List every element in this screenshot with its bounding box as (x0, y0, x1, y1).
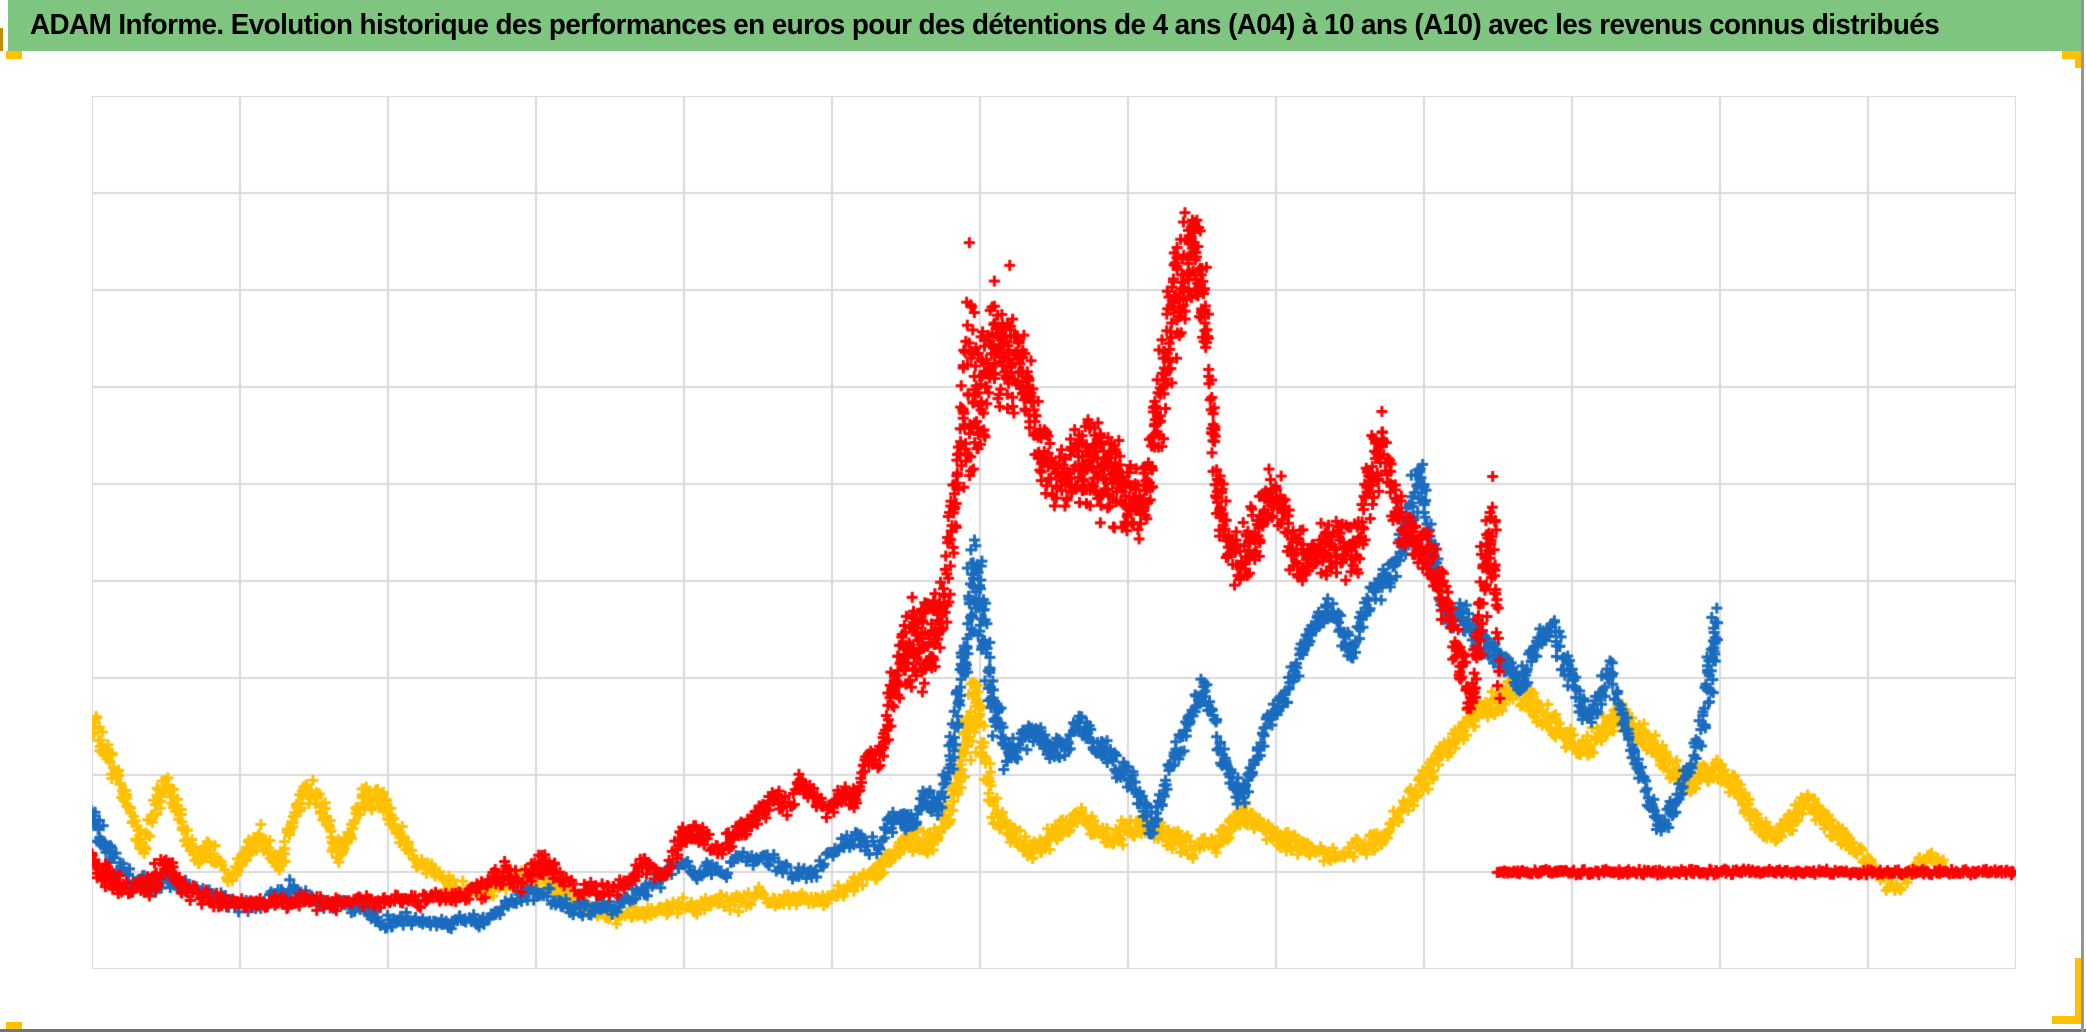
corner-accent-top-right (2062, 51, 2083, 59)
left-edge-accent (0, 28, 3, 51)
corner-accent-bottom-left (6, 1022, 22, 1030)
corner-accent-bottom-right-foot (2052, 1016, 2083, 1024)
chart-area (92, 96, 2016, 969)
title-bar: ADAM Informe. Evolution historique des p… (8, 0, 2083, 51)
slide-bottom-edge (0, 1029, 2086, 1032)
slide-right-edge (2081, 0, 2084, 1032)
corner-accent-top-left (6, 51, 22, 59)
corner-accent-top-right-stub (2075, 51, 2083, 68)
page-title: ADAM Informe. Evolution historique des p… (30, 9, 1940, 41)
chart-canvas (92, 96, 2016, 969)
corner-accent-bottom-right (2075, 958, 2083, 1024)
